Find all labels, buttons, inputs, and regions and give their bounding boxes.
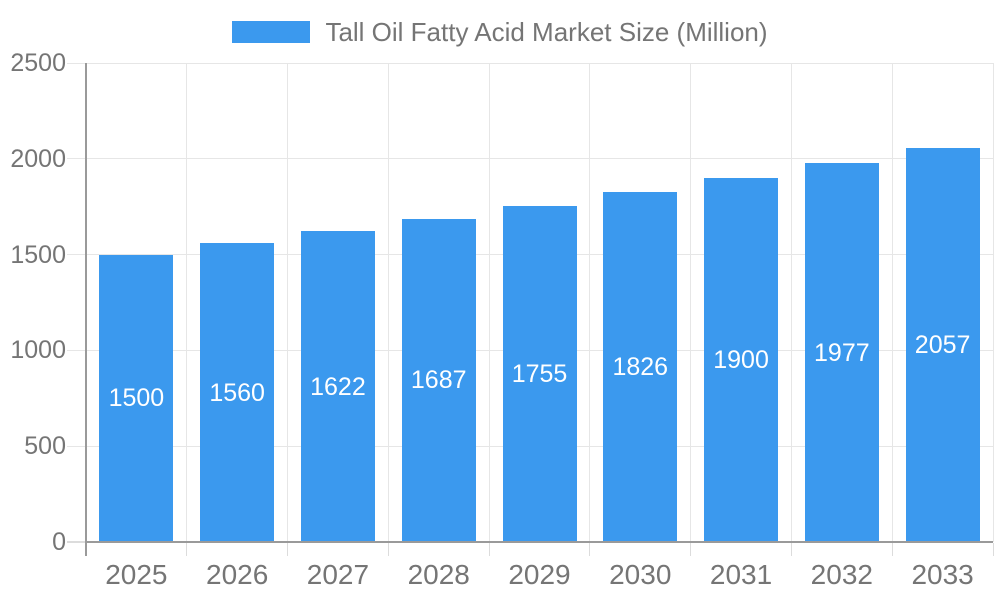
y-tick-mark bbox=[67, 158, 85, 160]
bar-value-label: 1500 bbox=[108, 384, 165, 413]
gridline-y bbox=[86, 158, 993, 160]
bar[interactable] bbox=[502, 205, 577, 541]
x-tick-mark bbox=[287, 543, 289, 556]
gridline-x bbox=[488, 63, 490, 542]
x-tick-mark bbox=[891, 543, 893, 556]
y-tick-mark bbox=[67, 541, 85, 543]
bar[interactable] bbox=[401, 218, 476, 541]
y-tick-mark bbox=[67, 445, 85, 447]
x-tick-label: 2031 bbox=[709, 559, 773, 590]
gridline-x bbox=[992, 63, 994, 542]
gridline-x bbox=[186, 63, 188, 542]
x-tick-mark bbox=[790, 543, 792, 556]
x-tick-mark bbox=[589, 543, 591, 556]
y-tick-label: 1000 bbox=[10, 336, 66, 365]
x-tick-mark bbox=[690, 543, 692, 556]
x-tick-mark bbox=[992, 543, 994, 556]
y-tick-label: 1500 bbox=[10, 240, 66, 269]
legend-label: Tall Oil Fatty Acid Market Size (Million… bbox=[325, 17, 768, 47]
gridline-x bbox=[287, 63, 289, 542]
y-tick-label: 500 bbox=[24, 432, 66, 461]
bar-value-label: 1755 bbox=[511, 359, 568, 388]
x-tick-mark bbox=[387, 543, 389, 556]
gridline-y bbox=[86, 62, 993, 64]
x-tick-label: 2027 bbox=[306, 559, 370, 590]
x-tick-mark bbox=[488, 543, 490, 556]
x-tick-mark bbox=[85, 543, 87, 556]
y-tick-mark bbox=[67, 349, 85, 351]
bar-value-label: 1977 bbox=[814, 338, 870, 367]
bar-value-label: 1826 bbox=[612, 353, 669, 382]
y-axis-line bbox=[85, 63, 87, 544]
bar[interactable] bbox=[99, 254, 174, 541]
y-tick-label: 2500 bbox=[10, 49, 66, 77]
x-tick-label: 2028 bbox=[407, 559, 470, 590]
bar[interactable] bbox=[804, 163, 879, 541]
gridline-x bbox=[891, 63, 893, 542]
gridline-x bbox=[790, 63, 792, 542]
bar[interactable] bbox=[603, 192, 678, 541]
bar-value-label: 1560 bbox=[209, 378, 265, 407]
legend-swatch-icon bbox=[232, 21, 311, 43]
y-tick-label: 0 bbox=[52, 528, 66, 556]
gridline-x bbox=[589, 63, 591, 542]
x-axis-line bbox=[85, 541, 993, 543]
gridline-x bbox=[690, 63, 692, 542]
x-tick-label: 2025 bbox=[105, 559, 168, 590]
bar-value-label: 2057 bbox=[914, 330, 971, 359]
y-tick-mark bbox=[67, 254, 85, 256]
x-tick-label: 2033 bbox=[911, 559, 974, 590]
x-tick-mark bbox=[186, 543, 188, 556]
legend[interactable]: Tall Oil Fatty Acid Market Size (Million… bbox=[0, 18, 1000, 46]
x-tick-label: 2032 bbox=[810, 559, 873, 590]
bar-value-label: 1622 bbox=[310, 372, 366, 401]
y-tick-label: 2000 bbox=[10, 144, 66, 173]
bar-value-label: 1687 bbox=[410, 366, 467, 395]
bar[interactable] bbox=[300, 231, 375, 541]
bar-value-label: 1900 bbox=[713, 345, 769, 374]
x-tick-label: 2029 bbox=[508, 559, 571, 590]
x-tick-label: 2030 bbox=[609, 559, 672, 590]
gridline-x bbox=[387, 63, 389, 542]
y-tick-mark bbox=[67, 62, 85, 64]
bar[interactable] bbox=[905, 147, 980, 541]
bar[interactable] bbox=[200, 243, 275, 541]
x-tick-label: 2026 bbox=[206, 559, 269, 590]
bar[interactable] bbox=[704, 177, 779, 541]
